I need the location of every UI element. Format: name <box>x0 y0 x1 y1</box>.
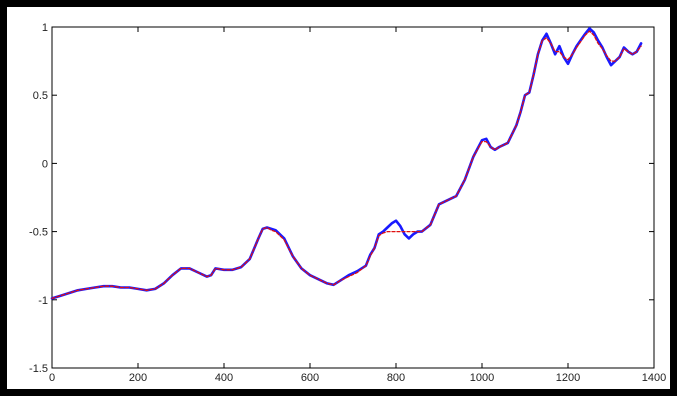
x-tick-label: 600 <box>301 372 319 384</box>
plot-area <box>51 26 655 369</box>
y-tick-label: -0.5 <box>29 227 48 239</box>
x-tick-label: 1200 <box>556 372 580 384</box>
x-tick-label: 800 <box>387 372 405 384</box>
series-line-dashed <box>51 30 642 300</box>
y-tick-label: 0.5 <box>33 90 48 102</box>
y-tick-label: -1.5 <box>29 363 48 375</box>
x-tick-label: 1400 <box>642 372 666 384</box>
series-line-solid <box>50 27 643 300</box>
x-tick-label: 400 <box>215 372 233 384</box>
y-tick-label: -1 <box>38 295 48 307</box>
x-tick-label: 1000 <box>470 372 494 384</box>
x-tick-label: 0 <box>49 372 55 384</box>
y-tick-label: 1 <box>42 22 48 34</box>
x-tick-label: 200 <box>129 372 147 384</box>
y-tick-label: 0 <box>42 158 48 170</box>
